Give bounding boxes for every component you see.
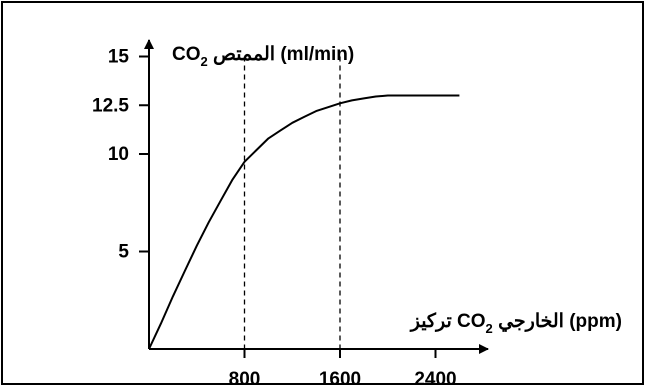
x-tick-label: 1600: [319, 369, 361, 389]
y-tick-label: 12.5: [92, 95, 129, 116]
series-line: [148, 94, 460, 350]
y-tick-label: 5: [118, 242, 129, 263]
x-tick-label: 2400: [414, 369, 456, 389]
x-tick-label: 800: [229, 369, 261, 389]
y-axis-title: CO2 الممتص (ml/min): [172, 44, 354, 69]
chart-frame: [1, 1, 644, 385]
x-axis-title: تركيز CO2 الخارجي (ppm): [409, 311, 622, 336]
y-tick-label: 15: [108, 47, 130, 68]
y-tick-label: 10: [108, 144, 129, 165]
